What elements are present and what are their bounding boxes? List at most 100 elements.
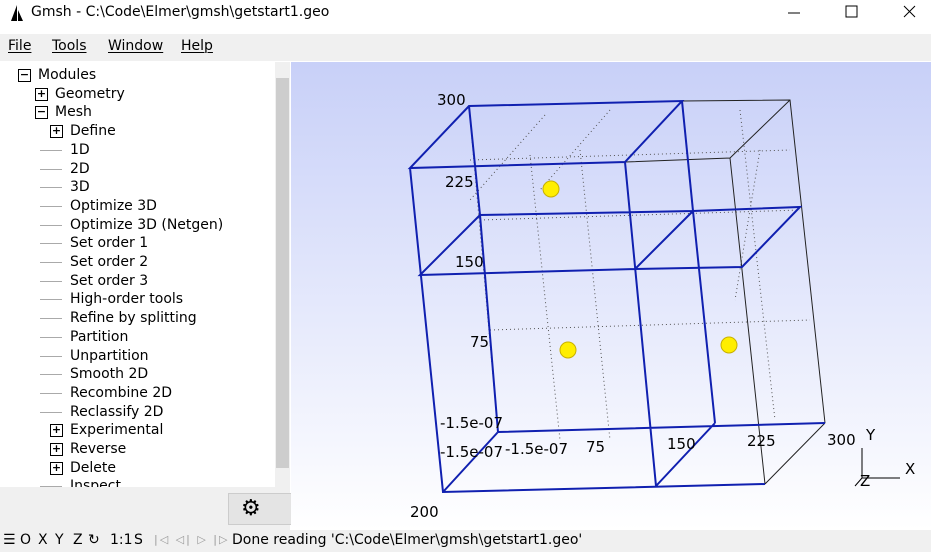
gear-button[interactable]: ⚙ [228,493,292,525]
tree-label[interactable]: Recombine 2D [70,384,173,401]
tree-branch [40,486,62,487]
tree-row[interactable]: Set order 3 [0,272,275,291]
tree-row[interactable]: 2D [0,160,275,179]
tree-label[interactable]: Set order 2 [70,254,149,270]
tree-branch [40,205,62,207]
tree-label[interactable]: Set order 1 [70,235,149,252]
layout-icon[interactable]: ☰ [3,532,16,548]
axis-label: 75 [470,333,489,351]
tree-branch [40,149,62,151]
axis-label: 225 [445,173,474,191]
tree-row[interactable]: Reclassify 2D [0,403,275,422]
tree-row[interactable]: − Mesh [0,103,275,122]
tree-label[interactable]: Inspect [70,478,121,487]
points [542,180,738,359]
box-edges [407,99,826,494]
tree-label[interactable]: Reverse [70,441,127,457]
tree-row[interactable]: 1D [0,141,275,160]
panel-footer: ⚙ [0,487,292,530]
axis-label: 200 [410,503,439,521]
axis-label: -1.5e-07 [440,414,503,432]
axis-label: 300 [437,91,466,109]
tree-branch [40,299,62,301]
window-controls[interactable] [780,0,931,26]
expand-box[interactable]: − [35,105,48,120]
tree-branch [40,168,62,170]
tree-label[interactable]: Smooth 2D [70,366,149,383]
axis-label: 75 [586,438,605,456]
view-button[interactable]: 1:1 [110,532,133,548]
tree-row[interactable]: Optimize 3D [0,197,275,216]
view-button[interactable]: Z [73,532,83,548]
tree-row[interactable]: Inspect [0,477,275,487]
module-tree: − Modules + Geometry − Mesh + Define 1D 2D 3D Optim… [0,62,290,487]
tree-branch [40,262,62,263]
tree-row[interactable]: Partition [0,328,275,347]
expand-box[interactable]: + [50,124,63,139]
tree-row[interactable]: 3D [0,178,275,197]
tree-branch [40,224,62,226]
tree-label[interactable]: 3D [70,179,90,196]
tree-row[interactable]: + Reverse [0,440,275,459]
tree-row[interactable]: + Delete [0,459,275,478]
axis-label: -1.5e-07 [440,443,503,461]
tree-label[interactable]: Unpartition [70,347,149,364]
tree-row[interactable]: High-order tools [0,290,275,309]
tree-row[interactable]: Unpartition [0,347,275,366]
graphics-viewport[interactable]: 300 225 150 75 -1.5e-07 -1.5e-07 -1.5e-07 75 150… [291,62,931,530]
tree-label[interactable]: Delete [70,459,116,476]
scrollbar[interactable] [275,62,290,487]
tree-label[interactable]: 1D [70,141,90,158]
tree-label[interactable]: Optimize 3D (Netgen) [70,216,224,233]
view-button[interactable]: Y [55,532,64,548]
menu-item[interactable]: Tools [52,38,87,54]
tree-branch [40,374,62,376]
expand-box[interactable]: + [50,442,63,456]
axis-label: Z [860,472,870,490]
menu-item[interactable]: Help [181,38,213,54]
step-controls[interactable]: |◁ ◁| ▷ |▷ [154,533,230,546]
menu-item[interactable]: Window [108,38,164,54]
tree-row[interactable]: Refine by splitting [0,309,275,328]
tree-label[interactable]: Set order 3 [70,272,149,289]
title-bar: Gmsh - C:\Code\Elmer\gmsh\getstart1.geo [0,0,931,26]
tree-row[interactable]: + Define [0,122,275,141]
tree-label[interactable]: Optimize 3D [70,197,157,214]
view-button[interactable]: S [134,532,143,548]
tree-label[interactable]: Define [70,123,116,140]
tree-label[interactable]: 2D [70,160,90,177]
expand-box[interactable]: + [50,423,63,438]
tree-branch [40,243,62,245]
tree-label[interactable]: High-order tools [70,291,184,308]
expand-box[interactable]: + [50,460,63,475]
tree-row[interactable]: Recombine 2D [0,384,275,403]
view-button[interactable]: X [38,532,48,548]
tree-branch [40,355,62,357]
expand-box[interactable]: − [18,68,31,82]
tree-branch [40,187,62,189]
tree-label[interactable]: Refine by splitting [70,310,197,327]
tree-row[interactable]: Set order 1 [0,234,275,253]
tree-label[interactable]: Geometry [55,85,125,102]
tree-row[interactable]: Smooth 2D [0,365,275,384]
tree-label[interactable]: Reclassify 2D [70,403,164,420]
tree-row[interactable]: − Modules [0,66,275,85]
axis-label: X [905,460,915,478]
view-button[interactable]: O [20,532,32,548]
expand-box[interactable]: + [35,86,48,101]
tree-branch [40,318,62,320]
tree-row[interactable]: + Geometry [0,85,275,104]
rotate-icon[interactable]: ↻ [88,532,100,548]
tree-label[interactable]: Mesh [55,104,92,121]
tree-row[interactable]: + Experimental [0,421,275,440]
tree-label[interactable]: Partition [70,328,129,345]
tree-label[interactable]: Experimental [70,422,164,439]
axis-label: -1.5e-07 [505,440,568,458]
tree-row[interactable]: Optimize 3D (Netgen) [0,216,275,235]
menu-item[interactable]: File [8,38,32,54]
tree-branch [40,336,62,338]
tree-row[interactable]: Set order 2 [0,253,275,272]
axis-label: 150 [455,253,484,271]
status-bar: ☰ O X Y Z 1:1 S ↻ |◁ ◁| ▷ |▷ Done reading 'C:\Cod… [0,530,931,552]
tree-label[interactable]: Modules [38,67,97,83]
